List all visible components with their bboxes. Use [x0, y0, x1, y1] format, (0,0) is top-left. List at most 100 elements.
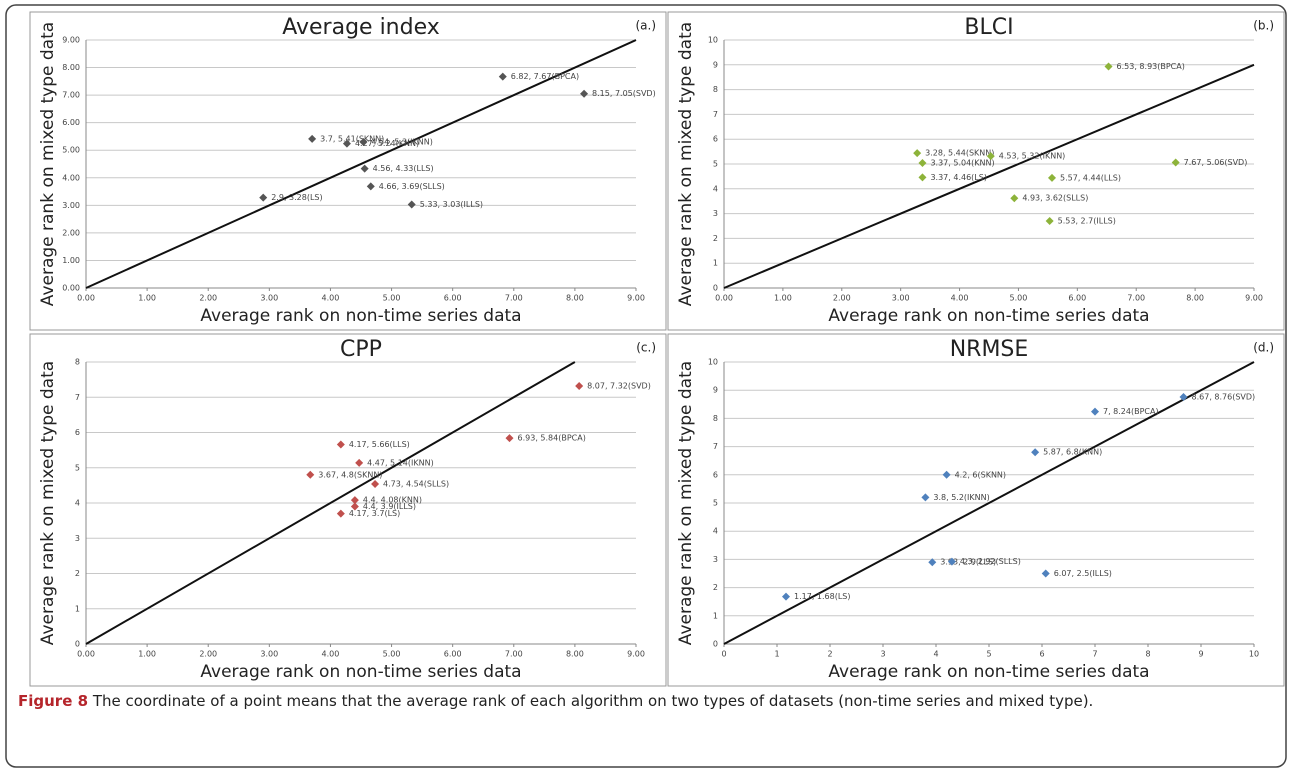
x-tick-label: 3.00 [892, 294, 910, 303]
caption-text: The coordinate of a point means that the… [92, 692, 1094, 710]
diagonal-line [85, 361, 576, 645]
x-tick-label: 5.00 [1010, 294, 1028, 303]
y-tick-label: 4 [713, 527, 718, 536]
data-point [986, 152, 995, 161]
data-label: 4.3, 2.92(SLLS) [960, 557, 1021, 566]
data-label: 8.15, 7.05(SVD) [592, 89, 656, 98]
data-label: 4.17, 3.7(LS) [349, 509, 400, 518]
y-tick-label: 1.00 [62, 256, 80, 265]
panel-frame [667, 11, 1285, 331]
data-point [1041, 569, 1050, 578]
y-tick-label: 6 [75, 428, 80, 437]
data-label: 4.4, 4.08(KNN) [363, 496, 422, 505]
chart-panel: BLCI (b.) Average rank on non-time series … [667, 11, 1285, 331]
x-tick-label: 1 [774, 650, 779, 659]
data-label: 4.73, 4.54(SLLS) [383, 479, 449, 488]
panel-label: (c.) [636, 341, 656, 355]
y-tick-label: 3 [75, 534, 80, 543]
data-point [942, 470, 951, 479]
figure-frame [5, 4, 1287, 768]
data-point [921, 493, 930, 502]
y-tick-label: 2.00 [62, 228, 80, 237]
data-label: 4.27, 5.24(KNN) [355, 139, 419, 148]
y-tick-label: 8 [713, 414, 718, 423]
x-tick-label: 5.00 [383, 294, 401, 303]
data-point [947, 557, 956, 566]
y-tick-label: 7.00 [62, 91, 80, 100]
data-point [371, 479, 380, 488]
y-axis-label: Average rank on mixed type data [38, 22, 58, 306]
x-tick-label: 10 [1249, 650, 1259, 659]
data-label: 8.07, 7.32(SVD) [587, 381, 651, 390]
x-tick-label: 0.00 [77, 294, 95, 303]
y-tick-label: 6 [713, 135, 718, 144]
data-point [306, 470, 315, 479]
x-tick-label: 5 [986, 650, 991, 659]
chart-title: NRMSE [950, 337, 1029, 362]
y-tick-label: 8.00 [62, 63, 80, 72]
data-point [782, 592, 791, 601]
data-point [918, 173, 927, 182]
x-tick-label: 9.00 [627, 294, 645, 303]
data-point [1171, 158, 1180, 167]
y-tick-label: 9 [713, 386, 718, 395]
data-label: 6.07, 2.5(ILLS) [1054, 569, 1112, 578]
x-tick-label: 0.00 [715, 294, 733, 303]
y-tick-label: 7 [75, 393, 80, 402]
data-point [1010, 194, 1019, 203]
data-label: 3.37, 4.46(LS) [930, 173, 987, 182]
y-axis-label: Average rank on mixed type data [676, 361, 696, 645]
data-label: 5.53, 2.7(ILLS) [1058, 217, 1116, 226]
x-tick-label: 7 [1092, 650, 1097, 659]
data-label: 4.17, 5.66(LLS) [349, 440, 410, 449]
data-point [360, 164, 369, 173]
x-tick-label: 4.00 [322, 650, 340, 659]
y-tick-label: 3 [713, 209, 718, 218]
data-label: 4.54, 5.3(IKNN) [371, 137, 432, 146]
data-label: 3.67, 4.8(SKNN) [318, 470, 382, 479]
x-tick-label: 8.00 [1186, 294, 1204, 303]
panel-frame [667, 333, 1285, 687]
x-tick-label: 9.00 [1245, 294, 1263, 303]
x-tick-label: 2.00 [199, 650, 217, 659]
data-point [350, 496, 359, 505]
chart-panel: CPP (c.) Average rank on non-time series d… [29, 333, 667, 687]
data-point [407, 200, 416, 209]
x-tick-label: 3 [880, 650, 885, 659]
x-tick-label: 0.00 [77, 650, 95, 659]
data-label: 5.87, 6.8(KNN) [1043, 448, 1102, 457]
y-tick-label: 1 [75, 604, 80, 613]
x-tick-label: 3.00 [260, 294, 278, 303]
data-point [359, 137, 368, 146]
y-tick-label: 1 [713, 611, 718, 620]
y-tick-label: 4 [713, 184, 718, 193]
y-tick-label: 0 [713, 284, 718, 293]
data-label: 5.57, 4.44(LLS) [1060, 173, 1121, 182]
y-tick-label: 4 [75, 499, 80, 508]
data-point [1104, 62, 1113, 71]
chart-title: Average index [282, 15, 440, 40]
x-tick-label: 2.00 [199, 294, 217, 303]
y-tick-label: 5.00 [62, 146, 80, 155]
data-label: 3.7, 5.41(SKNN) [320, 134, 384, 143]
y-tick-label: 9 [713, 60, 718, 69]
data-label: 2.9, 3.28(LS) [271, 193, 322, 202]
y-axis-label: Average rank on mixed type data [676, 22, 696, 306]
data-point [1091, 407, 1099, 416]
panel-label: (d.) [1253, 341, 1274, 355]
y-tick-label: 0 [75, 640, 80, 649]
x-tick-label: 6.00 [1068, 294, 1086, 303]
x-tick-label: 4 [933, 650, 938, 659]
y-tick-label: 2 [75, 569, 80, 578]
data-point [308, 134, 317, 143]
data-label: 4.56, 4.33(LLS) [373, 164, 434, 173]
x-tick-label: 6.00 [444, 294, 462, 303]
y-tick-label: 8 [713, 85, 718, 94]
data-point [336, 509, 345, 518]
chart-panel: Average index (a.) Average rank on non-tim… [29, 11, 667, 331]
panel-label: (b.) [1253, 19, 1274, 33]
y-tick-label: 5 [713, 160, 718, 169]
data-point [913, 149, 922, 158]
diagonal-line [85, 39, 637, 289]
y-tick-label: 1 [713, 259, 718, 268]
